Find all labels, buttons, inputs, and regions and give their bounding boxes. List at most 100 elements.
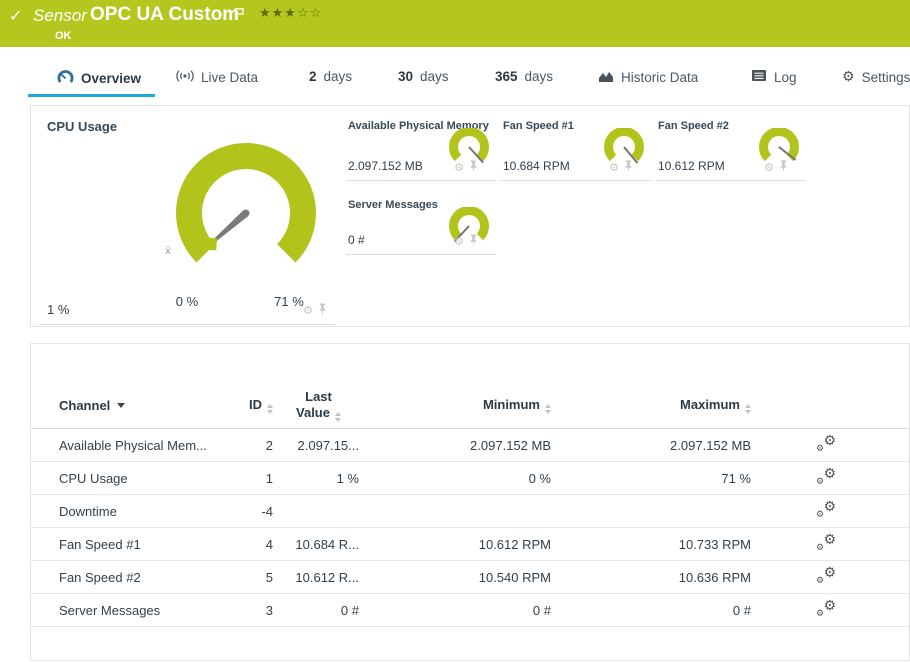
- table-row[interactable]: CPU Usage 1 1 % 0 % 71 % ⚙ ⚙: [31, 462, 909, 495]
- channel-id: 4: [265, 536, 273, 552]
- channel-id: 3: [265, 602, 273, 618]
- channel-name: Server Messages: [59, 602, 161, 618]
- broadcast-icon: [176, 69, 194, 86]
- channel-last-value: 0 #: [340, 602, 359, 618]
- card-actions: ⚙: [454, 158, 478, 176]
- channels-table-header: Channel ID Last Value Minimum Maximum: [31, 344, 909, 429]
- fan-speed-1-card: Fan Speed #1 10.684 RPM ⚙: [501, 115, 651, 181]
- table-row[interactable]: Downtime -4 ⚙ ⚙: [31, 495, 909, 528]
- gear-icon: ⚙: [842, 69, 855, 85]
- channel-settings-icon[interactable]: ⚙ ⚙: [816, 465, 836, 487]
- priority-stars[interactable]: ★★★☆☆: [259, 6, 322, 21]
- channel-minimum: 2.097.152 MB: [470, 437, 551, 453]
- channel-maximum: 2.097.152 MB: [670, 437, 751, 453]
- column-header-last-line2: Value: [296, 404, 330, 420]
- channel-settings-icon[interactable]: ⚙ ⚙: [816, 531, 836, 553]
- gear-icon[interactable]: ⚙: [609, 160, 619, 174]
- channel-minimum: 10.612 RPM: [478, 536, 551, 552]
- column-header-maximum[interactable]: Maximum: [569, 397, 766, 414]
- channel-id: 1: [265, 470, 273, 486]
- tab-30-days[interactable]: 30 days: [398, 69, 449, 84]
- tab-live-data[interactable]: Live Data: [176, 69, 258, 86]
- channel-name: Available Physical Mem...: [59, 437, 207, 453]
- fan-speed-2-card: Fan Speed #2 10.612 RPM ⚙: [656, 115, 806, 181]
- cpu-usage-title: CPU Usage: [47, 119, 118, 134]
- column-header-last-line1: Last: [305, 388, 332, 404]
- column-header-channel[interactable]: Channel: [31, 398, 243, 413]
- column-header-id[interactable]: ID: [243, 397, 278, 414]
- stars-empty[interactable]: ☆☆: [296, 6, 323, 21]
- tab-2-days[interactable]: 2 days: [309, 69, 352, 84]
- cpu-gauge-min-label: 0 %: [175, 294, 199, 309]
- fan-speed-1-gauge: [604, 128, 644, 164]
- pin-icon[interactable]: [469, 232, 478, 250]
- table-row[interactable]: Fan Speed #2 5 10.612 R... 10.540 RPM 10…: [31, 561, 909, 594]
- pin-icon[interactable]: [779, 158, 788, 176]
- cpu-usage-card: CPU Usage x̄ 0 % 71 % 1 % ⚙: [39, 106, 335, 325]
- card-actions: ⚙: [609, 158, 633, 176]
- column-header-maximum-label: Maximum: [680, 396, 740, 412]
- sort-caret-icon: [117, 402, 126, 408]
- tab-log[interactable]: Log: [751, 69, 797, 85]
- cpu-card-actions: ⚙: [303, 301, 327, 319]
- tab-overview[interactable]: Overview: [57, 69, 141, 87]
- sensor-header: ✓ Sensor OPC UA Custom ★★★☆☆ OK: [0, 0, 910, 47]
- channel-name: Fan Speed #1: [59, 536, 141, 552]
- server-messages-gauge: [449, 207, 489, 243]
- channel-settings-icon[interactable]: ⚙ ⚙: [816, 597, 836, 619]
- channel-settings-icon[interactable]: ⚙ ⚙: [816, 432, 836, 454]
- sort-arrows-icon: [267, 403, 273, 414]
- fan-speed-1-value: 10.684 RPM: [503, 159, 570, 173]
- sort-arrows-icon: [545, 403, 551, 414]
- table-row[interactable]: Available Physical Mem... 2 2.097.15... …: [31, 429, 909, 462]
- pin-icon[interactable]: [318, 301, 327, 319]
- active-tab-underline: [28, 94, 155, 97]
- cpu-usage-gauge: [176, 143, 316, 263]
- channel-last-value: 1 %: [336, 470, 359, 486]
- column-header-channel-label: Channel: [59, 397, 111, 413]
- gear-icon[interactable]: ⚙: [764, 160, 774, 174]
- channel-name: Downtime: [59, 503, 117, 519]
- gear-icon[interactable]: ⚙: [454, 160, 464, 174]
- card-actions: ⚙: [764, 158, 788, 176]
- channels-panel: Channel ID Last Value Minimum Maximum Av…: [30, 343, 910, 661]
- tab-historic-data[interactable]: Historic Data: [598, 69, 698, 86]
- tab-live-data-label: Live Data: [201, 70, 259, 85]
- average-marker: x̄: [165, 246, 171, 257]
- card-actions: ⚙: [454, 232, 478, 250]
- column-header-minimum[interactable]: Minimum: [374, 397, 569, 414]
- tab-2-days-number: 2: [309, 69, 317, 84]
- fan-speed-2-value: 10.612 RPM: [658, 159, 725, 173]
- gear-icon[interactable]: ⚙: [454, 234, 464, 248]
- pin-icon[interactable]: [469, 158, 478, 176]
- column-header-last-value[interactable]: Last Value: [278, 389, 374, 422]
- area-chart-icon: [598, 69, 614, 86]
- fan-speed-2-title: Fan Speed #2: [658, 120, 729, 132]
- available-physical-memory-title: Available Physical Memory: [348, 120, 489, 132]
- tab-30-days-unit: days: [420, 69, 449, 84]
- stars-filled[interactable]: ★★★: [259, 6, 297, 21]
- channel-settings-icon[interactable]: ⚙ ⚙: [816, 498, 836, 520]
- tab-historic-data-label: Historic Data: [621, 70, 699, 85]
- table-row[interactable]: Server Messages 3 0 # 0 # 0 # ⚙ ⚙: [31, 594, 909, 627]
- gauges-panel: CPU Usage x̄ 0 % 71 % 1 % ⚙: [30, 105, 910, 327]
- sensor-title: OPC UA Custom: [90, 4, 240, 25]
- channel-minimum: 0 #: [532, 602, 551, 618]
- channel-settings-icon[interactable]: ⚙ ⚙: [816, 564, 836, 586]
- priority-flag-icon[interactable]: [233, 7, 245, 25]
- tab-overview-label: Overview: [81, 70, 142, 86]
- pin-icon[interactable]: [624, 158, 633, 176]
- channel-maximum: 0 #: [732, 602, 751, 618]
- tab-settings[interactable]: ⚙ Settings: [842, 69, 910, 85]
- gear-icon[interactable]: ⚙: [303, 303, 313, 317]
- table-row[interactable]: Fan Speed #1 4 10.684 R... 10.612 RPM 10…: [31, 528, 909, 561]
- channel-id: 2: [265, 437, 273, 453]
- gauge-icon: [57, 69, 74, 87]
- sort-arrows-icon: [745, 403, 751, 414]
- tab-365-days-number: 365: [495, 69, 518, 84]
- tab-2-days-unit: days: [323, 69, 353, 84]
- tab-30-days-number: 30: [398, 69, 414, 84]
- channel-maximum: 10.636 RPM: [678, 569, 751, 585]
- tab-365-days[interactable]: 365 days: [495, 69, 553, 84]
- fan-speed-2-gauge: [759, 128, 799, 162]
